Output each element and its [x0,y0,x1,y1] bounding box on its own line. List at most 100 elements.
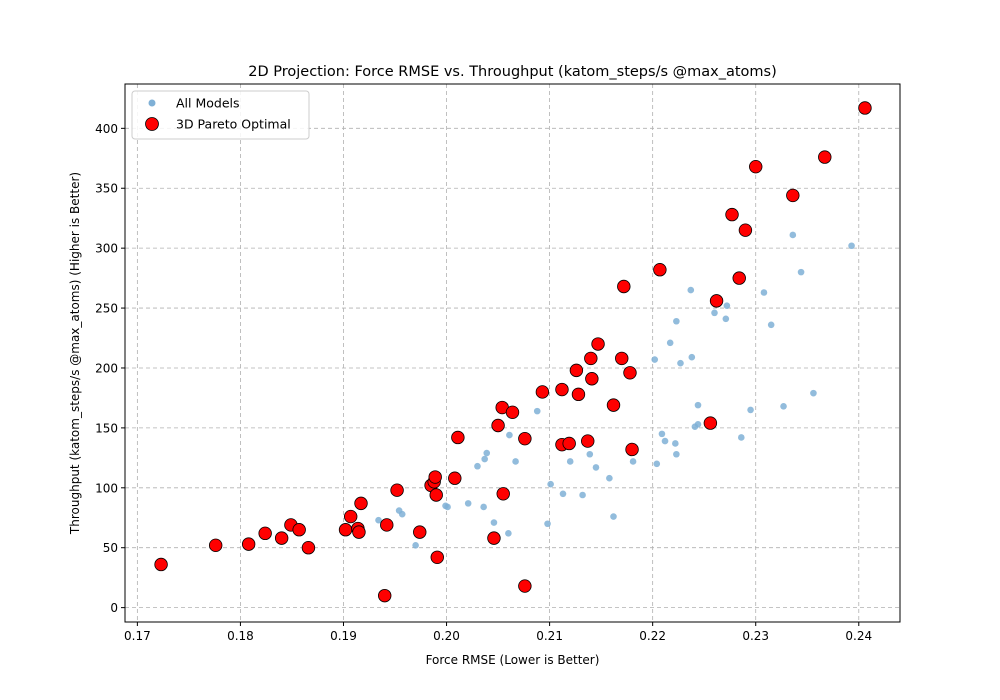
pareto-optimal-point [623,366,637,380]
pareto-optimal-point [653,263,667,277]
y-tick-label: 100 [95,481,118,495]
all-models-point [789,231,797,239]
all-models-point [506,431,513,439]
legend-label-all-models: All Models [176,96,240,111]
legend-label-pareto: 3D Pareto Optimal [176,117,291,132]
all-models-point [375,516,382,524]
pareto-optimal-point [301,541,316,555]
all-models-point [512,458,519,465]
x-tick-label: 0.18 [227,629,254,643]
pareto-optimal-point [430,550,444,564]
pareto-optimal-point [617,279,631,294]
legend-box [131,90,310,140]
pareto-optimal-point [732,271,746,285]
pareto-optimal-point [606,398,621,412]
axis-ticks: 0.17 0.18 0.19 0.20 0.21 0.22 0.23 0.24 0 50 100 15… [95,122,872,643]
y-tick-label: 300 [95,242,118,256]
all-models-point [767,321,775,329]
all-models-point [566,458,574,465]
pareto-optimal-point [625,442,639,457]
pareto-optimal-point [491,418,505,433]
pareto-optimal-point [390,483,404,497]
plot-frame [124,83,901,623]
all-models-point [544,520,551,528]
pareto-optimal-point [535,385,550,399]
all-models-point [661,437,669,445]
x-tick-label: 0.21 [536,629,563,643]
all-models-point [694,401,702,409]
pareto-optimal-point [591,337,605,351]
all-models-point [547,480,554,488]
legend-marker-pareto [145,117,159,131]
pareto-optimal-point [555,382,569,397]
all-models-point [481,455,488,463]
pareto-optimal-point [571,387,586,402]
pareto-optimal-point [380,518,394,532]
all-models-point [586,450,594,458]
pareto-optimal-point [505,405,520,420]
all-models-point [722,315,730,323]
all-models-point [687,286,695,294]
x-tick-label: 0.19 [330,629,357,643]
y-tick-label: 250 [95,302,118,316]
all-models-point [579,491,586,499]
all-models-point [653,460,661,468]
pareto-optimal-point [818,150,832,164]
all-models-point [490,519,498,526]
pareto-optimal-point [338,523,353,537]
all-models-point [737,434,745,441]
all-models-point [797,268,805,276]
pareto-optimal-point [413,525,427,539]
pareto-optimal-point [343,509,358,524]
all-models-point [592,464,600,471]
all-models-point [673,317,680,325]
legend-marker-all-models [148,99,156,107]
pareto-optimal-point [518,579,532,593]
pareto-optimal-point [258,526,272,541]
pareto-optimal-point [584,351,598,366]
all-models-point [694,420,702,428]
pareto-optimal-point [518,431,532,446]
x-tick-label: 0.23 [742,629,769,643]
pareto-optimal-point [581,434,595,448]
pareto-optimal-point [858,101,872,115]
all-models-point [651,356,659,363]
pareto-optimal-point [703,416,718,430]
pareto-optimal-point [448,471,462,485]
pareto-optimal-point [615,351,629,366]
all-models-point [723,302,731,309]
all-models-point [559,490,567,498]
y-axis-label: Throughput (katom_steps/s @max_atoms) (H… [68,172,82,535]
legend: All Models 3D Pareto Optimal [131,90,310,140]
pareto-optimal-point [725,207,739,222]
all-models-point [444,503,451,511]
y-tick-label: 400 [95,122,118,136]
pareto-optimal-point [274,531,289,545]
all-models-point [688,353,696,361]
pareto-optimal-point [569,363,584,378]
pareto-optimal-point [749,159,763,174]
pareto-optimal-point [709,294,724,308]
all-models-point [711,309,718,317]
pareto-optimal-point [429,488,443,502]
x-tick-label: 0.20 [433,629,460,643]
all-models-point [672,440,679,447]
all-models-point [474,462,481,470]
all-models-point [533,407,541,415]
x-tick-label: 0.22 [639,629,666,643]
all-models-point [505,530,512,537]
y-tick-label: 50 [103,541,118,555]
all-models-point [666,339,674,347]
all-models-point [760,289,768,296]
x-axis-label: Force RMSE (Lower is Better) [426,653,600,667]
pareto-optimal-point [378,588,392,603]
chart-title: 2D Projection: Force RMSE vs. Throughput… [248,64,777,80]
all-models-point [810,389,817,397]
pareto-optimal-point [154,557,168,572]
y-tick-label: 150 [95,421,118,435]
all-models-point [677,359,684,367]
all-models-point [610,513,617,520]
y-tick-label: 350 [95,182,118,196]
all-models-point [780,403,787,410]
